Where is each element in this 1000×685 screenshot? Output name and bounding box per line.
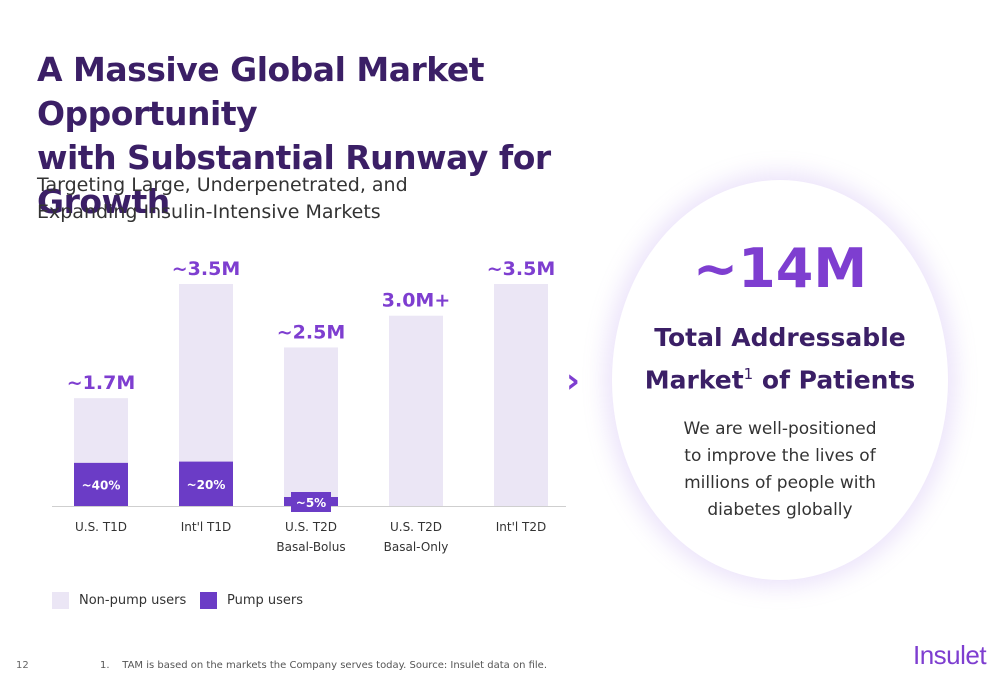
x-tick-label-3-1: Basal-Only [384,540,449,554]
title-line-1: A Massive Global Market Opportunity [37,50,484,133]
insulet-logo: Insulet [913,640,987,670]
page-number: 12 [16,660,29,671]
page-subtitle: Targeting Large, Underpenetrated, and Ex… [37,172,457,226]
legend-pump: Pump users [200,592,303,609]
x-tick-label-1-0: Int'l T1D [181,520,232,534]
tam-heading-line-2: Market1 of Patients [612,356,948,398]
desc-line-1: We are well-positioned [683,419,877,439]
tam-callout-circle [612,180,948,580]
tam-heading-line-1: Total Addressable [654,323,906,352]
x-tick-label-4-0: Int'l T2D [496,520,547,534]
tam-description: We are well-positioned to improve the li… [652,416,908,524]
tam-big-number: ~14M [692,237,868,300]
desc-line-2: to improve the lives of [684,446,876,466]
desc-line-4: diabetes globally [707,500,853,520]
chevron-right-icon: › [566,361,581,401]
bar-total-label-4: ~3.5M [487,258,556,280]
subtitle-line-1: Targeting Large, Underpenetrated, and [37,174,408,196]
tam-heading: Total Addressable Market1 of Patients [612,320,948,398]
bar-non-pump-2 [284,347,338,506]
bar-pump-label-0: ~40% [82,478,121,492]
bar-pump-0 [74,462,128,506]
x-tick-label-2-0: U.S. T2D [285,520,337,534]
bar-pump-label-2: ~5% [296,496,326,510]
x-tick-label-0-0: U.S. T1D [75,520,127,534]
legend-swatch-pump [200,592,217,609]
bar-total-label-0: ~1.7M [67,372,136,394]
legend-label-pump: Pump users [227,593,304,608]
bar-pump-label-1: ~20% [187,478,226,492]
tam-of-patients: of Patients [753,365,916,395]
title-line-2: with Substantial Runway for Growth [37,138,551,221]
tam-market-word: Market [644,365,744,395]
legend-non-pump: Non-pump users [52,592,186,609]
page-title: A Massive Global Market Opportunity with… [37,48,677,224]
bar-non-pump-3 [389,315,443,506]
footnote-marker: 1 [743,365,754,383]
legend-label-non-pump: Non-pump users [79,593,187,608]
bar-total-label-1: ~3.5M [172,258,241,280]
bar-total-label-3: 3.0M+ [382,290,451,312]
bar-pump-1 [179,461,233,506]
desc-line-3: millions of people with [684,473,876,493]
subtitle-line-2: Expanding Insulin-Intensive Markets [37,201,381,223]
x-tick-label-3-0: U.S. T2D [390,520,442,534]
bar-pump-label-bg-2 [291,492,331,512]
legend-swatch-non-pump [52,592,69,609]
footnote: 1. TAM is based on the markets the Compa… [100,660,548,671]
x-tick-label-2-1: Basal-Bolus [276,540,345,554]
bar-total-label-2: ~2.5M [277,321,346,343]
bar-non-pump-4 [494,284,548,506]
